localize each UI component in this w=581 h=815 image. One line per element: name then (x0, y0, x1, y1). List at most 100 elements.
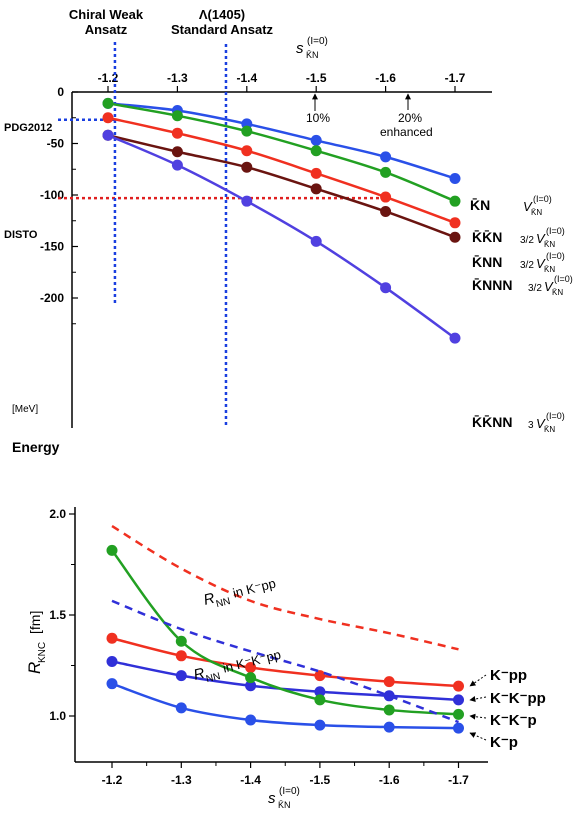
data-point (171, 127, 183, 139)
legend-knnn-sup: (I=0) (554, 274, 573, 284)
bottom-x-tick-label: -1.3 (171, 773, 192, 787)
rnn-kpp-text: in K⁻pp (231, 576, 277, 601)
arrow-kkp (469, 713, 487, 720)
bottom-y-unit: [fm] (27, 611, 43, 634)
legend-kkn-factor: 3/2 (520, 235, 534, 246)
legend-kkn-sub: K̄N (544, 240, 555, 249)
bottom-y-tick-label: 1.0 (49, 709, 66, 723)
series-line-k-pp (111, 637, 459, 688)
arrow-kp (469, 732, 487, 741)
arrow-kpp (469, 674, 487, 687)
legend-knnn: K̄NNN 3/2 V K̄N (I=0) (472, 274, 573, 297)
energy-series (102, 97, 461, 344)
series-line-k-k-p (111, 549, 459, 716)
arrow-kkpp (469, 696, 487, 702)
data-point (310, 183, 322, 195)
data-point (453, 694, 464, 706)
legend-kknn: K̄K̄NN 3 V K̄N (I=0) (472, 411, 565, 434)
bottom-x-tick-label: -1.5 (310, 773, 331, 787)
bottom-y-symbol: R (25, 662, 44, 674)
data-point (245, 714, 257, 726)
data-point (106, 632, 118, 644)
legend-knn-label: K̄NN (472, 253, 502, 270)
data-point (102, 97, 114, 109)
data-point (314, 719, 326, 731)
bottom-y-sub: KNC (37, 642, 48, 663)
lambda1405-header-line1: Λ(1405) (199, 7, 245, 22)
top-y-tick-label: 0 (57, 85, 64, 99)
top-x-tick-label: -1.5 (306, 71, 327, 85)
reference-lines (58, 42, 388, 428)
legend-kknn-sup: (I=0) (546, 411, 565, 421)
data-point (102, 112, 114, 124)
data-point (241, 195, 253, 207)
bottom-y-tick-label: 2.0 (49, 507, 66, 521)
legend-knnn-factor: 3/2 (528, 283, 542, 294)
legend-kn-sub: K̄N (531, 208, 542, 217)
chiral-weak-header-line1: Chiral Weak (69, 7, 144, 22)
top-x-tick-label: -1.3 (167, 71, 188, 85)
bottom-x-tick-label: -1.2 (102, 773, 123, 787)
bottom-y-ticks: 2.0 1.5 1.0 (49, 507, 75, 723)
data-point (245, 662, 257, 674)
data-point (314, 694, 326, 706)
radius-series (106, 525, 464, 734)
bottom-x-tick-label: -1.4 (240, 773, 261, 787)
data-point (310, 134, 322, 146)
series-line-k-nn (107, 116, 456, 224)
data-point (241, 145, 253, 157)
legend-knnn-v: V (544, 279, 554, 294)
series-line-k-k-n (107, 102, 456, 203)
series-line-k-n (107, 102, 456, 180)
annotation-20-percent-line2: enhanced (380, 125, 433, 139)
data-point (102, 129, 114, 141)
data-point (106, 678, 118, 690)
data-point (449, 231, 461, 243)
legend-kknn-factor: 3 (528, 420, 534, 431)
bottom-y-label: R KNC [fm] (25, 611, 48, 674)
series-line-k-k-pp (111, 660, 459, 702)
top-y-tick-label: -200 (40, 291, 64, 305)
bottom-x-sup: (I=0) (279, 786, 300, 797)
data-point (175, 670, 187, 682)
annotation-10-percent: 10% (306, 111, 330, 125)
data-point (380, 166, 392, 178)
label-kpp: K⁻pp (490, 667, 527, 684)
data-point (380, 191, 392, 203)
rnn-kpp-symbol: R (202, 590, 217, 609)
legend-kkn-v: V (536, 231, 546, 246)
top-x-ticks: -1.2 -1.3 -1.4 -1.5 -1.6 -1.7 (98, 71, 466, 92)
data-point (171, 110, 183, 122)
data-point (380, 151, 392, 163)
top-y-ticks: 0 -50 -100 -150 -200 (40, 85, 78, 325)
top-y-tick-label: -50 (47, 137, 65, 151)
data-point (380, 205, 392, 217)
legend-kn-sup: (I=0) (533, 194, 552, 204)
lambda1405-header-line2: Standard Ansatz (171, 22, 274, 37)
chiral-weak-header-line2: Ansatz (85, 22, 128, 37)
legend-kkn-sup: (I=0) (546, 226, 565, 236)
radius-chart: -1.2 -1.3 -1.4 -1.5 -1.6 -1.7 2.0 1.5 1.0 R KNC… (25, 507, 546, 810)
data-point (175, 702, 187, 714)
pdg2012-label: PDG2012 (4, 122, 52, 134)
label-kkpp: K⁻K⁻pp (490, 690, 546, 707)
legend-kn-label: K̄N (470, 196, 490, 213)
data-point (241, 161, 253, 173)
top-x-axis-sub: K̄N (306, 50, 319, 60)
series-line-r-nn-in-k-pp (111, 525, 459, 651)
bottom-x-ticks: -1.2 -1.3 -1.4 -1.5 -1.6 -1.7 (102, 762, 469, 787)
bottom-y-tick-label: 1.5 (49, 608, 66, 622)
legend-kknn-v: V (536, 416, 546, 431)
top-x-axis-symbol: s (296, 40, 304, 57)
data-point (245, 672, 257, 684)
top-x-tick-label: -1.6 (375, 71, 396, 85)
data-point (171, 159, 183, 171)
legend-kn: K̄N V K̄N (I=0) (470, 194, 552, 217)
disto-label: DISTO (4, 229, 38, 241)
data-point (453, 722, 464, 734)
legend-kkn-label: K̄K̄N (472, 228, 502, 245)
series-line-k-k-nn (107, 134, 456, 340)
data-point (453, 680, 464, 692)
rnn-kkpp-sub: NN (205, 671, 222, 685)
